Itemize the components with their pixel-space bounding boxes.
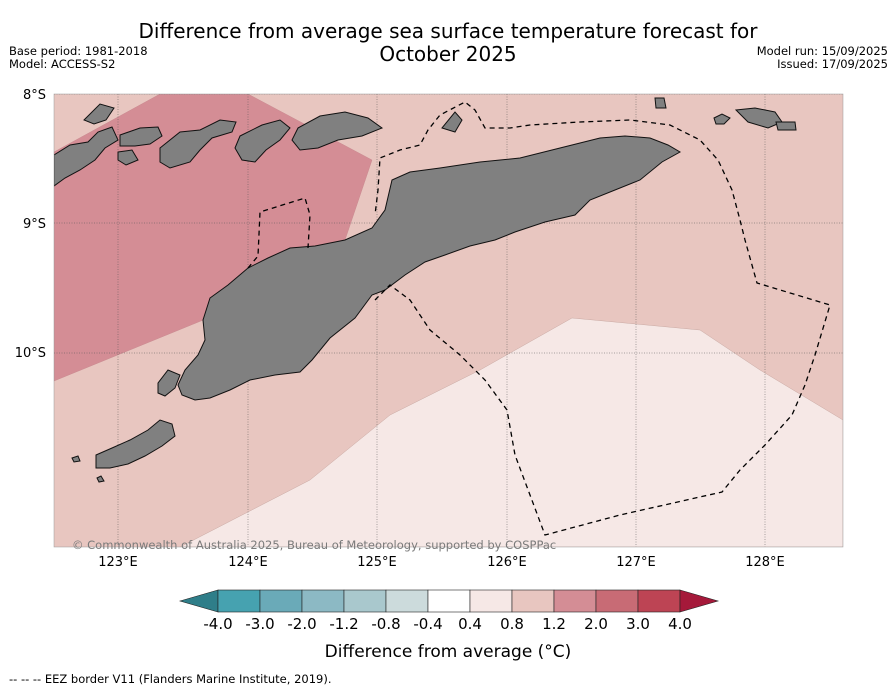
colorbar-tick-label: 3.0 — [626, 615, 650, 633]
eez-border — [247, 101, 831, 536]
title-line-2: October 2025 — [379, 42, 517, 66]
small-island-2 — [96, 475, 105, 483]
colorbar-tick-label: -2.0 — [287, 615, 316, 633]
rote-island — [95, 419, 176, 469]
colorbar-box — [427, 589, 471, 613]
colorbar-box — [511, 589, 555, 613]
lembata-island — [159, 119, 237, 169]
lon-label-126e: 126°E — [487, 555, 527, 570]
colorbar-box — [553, 589, 597, 613]
colorbar-tick-label: 2.0 — [584, 615, 608, 633]
colorbar-tick-label: 0.4 — [458, 615, 482, 633]
colorbar-box — [217, 589, 261, 613]
colorbar-tick-label: -3.0 — [245, 615, 274, 633]
chart-title: Difference from average sea surface temp… — [0, 20, 896, 66]
colorbar-boxes — [178, 589, 720, 613]
leti-island — [713, 113, 731, 125]
colorbar-tick-label: 0.8 — [500, 615, 524, 633]
colorbar-box — [637, 589, 681, 613]
copyright-notice: © Commonwealth of Australia 2025, Bureau… — [72, 538, 557, 552]
model-run: Model run: 15/09/2025 — [756, 44, 888, 58]
title-line-1: Difference from average sea surface temp… — [138, 19, 758, 43]
kisar-island — [654, 97, 667, 109]
wetar-island — [291, 111, 384, 151]
semau-island — [157, 369, 181, 397]
adonara-island — [119, 126, 163, 147]
meta-left: Base period: 1981-2018 Model: ACCESS-S2 — [9, 45, 148, 71]
lon-label-124e: 124°E — [228, 555, 268, 570]
colorbar-title: Difference from average (°C) — [324, 642, 572, 662]
colorbar-tick-label: -0.4 — [413, 615, 442, 633]
model-name: Model: ACCESS-S2 — [9, 57, 116, 71]
colorbar-tick-label: -1.2 — [329, 615, 358, 633]
colorbar-tick-label: 1.2 — [542, 615, 566, 633]
land-masses — [54, 97, 797, 483]
base-period: Base period: 1981-2018 — [9, 44, 148, 58]
atauro-island — [441, 111, 463, 133]
colorbar-box — [343, 589, 387, 613]
lon-label-123e: 123°E — [98, 555, 138, 570]
meta-right: Model run: 15/09/2025 Issued: 17/09/2025 — [757, 45, 888, 71]
alor-island — [234, 119, 291, 163]
eez-legend-footer: -- -- -- EEZ border V11 (Flanders Marine… — [9, 672, 332, 686]
lakor-island — [775, 121, 797, 131]
colorbar-box — [385, 589, 429, 613]
flores-island — [54, 126, 119, 187]
colorbar-box — [301, 589, 345, 613]
issued-date: Issued: 17/09/2025 — [777, 57, 888, 71]
colorbar-ticks: -4.0 -3.0 -2.0 -1.2 -0.8 -0.4 0.4 0.8 1.2 2.0 3.0 4… — [203, 615, 692, 633]
map-frame — [53, 93, 844, 548]
colorbar-tick-label: 4.0 — [668, 615, 692, 633]
colorbar-tick-label: -4.0 — [203, 615, 232, 633]
lon-label-127e: 127°E — [616, 555, 656, 570]
lat-label-8s: 8°S — [23, 88, 46, 103]
timor-island — [177, 135, 682, 401]
colorbar-arrow-high — [679, 589, 720, 613]
ndao-island — [71, 455, 81, 463]
colorbar: -4.0 -3.0 -2.0 -1.2 -0.8 -0.4 0.4 0.8 1.2 2.0 3.0 4… — [178, 589, 720, 633]
lat-label-10s: 10°S — [15, 346, 46, 361]
small-island-1 — [83, 103, 115, 125]
lat-label-9s: 9°S — [23, 217, 46, 232]
lon-label-125e: 125°E — [357, 555, 397, 570]
colorbar-box — [469, 589, 513, 613]
colorbar-tick-label: -0.8 — [371, 615, 400, 633]
colorbar-arrow-low — [178, 589, 219, 613]
lon-label-128e: 128°E — [745, 555, 785, 570]
colorbar-box — [259, 589, 303, 613]
pantar-island — [117, 149, 139, 166]
colorbar-box — [595, 589, 639, 613]
